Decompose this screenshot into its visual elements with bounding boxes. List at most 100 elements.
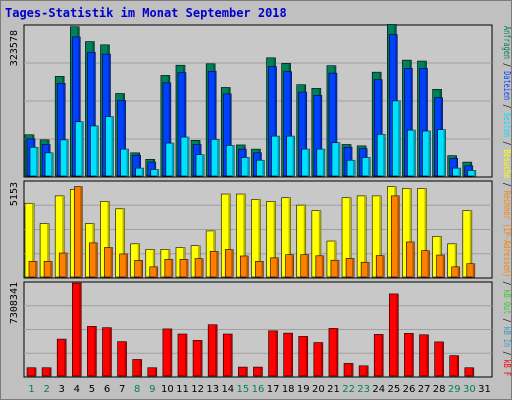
bar-middle-1-day-29	[451, 266, 461, 278]
side-legend-part: Besuche	[501, 150, 512, 179]
bar-top-2-day-4	[74, 121, 84, 177]
bar-top-2-day-5	[90, 125, 99, 177]
side-legend-part: /	[501, 277, 512, 289]
day-label-2: 2	[43, 384, 49, 395]
day-label-4: 4	[74, 384, 80, 395]
day-label-7: 7	[119, 384, 125, 395]
bar-top-2-day-23	[361, 157, 371, 177]
bar-top-2-day-6	[105, 116, 114, 177]
bar-bottom-0-day-18	[283, 332, 293, 377]
bar-middle-1-day-10	[164, 259, 174, 278]
bar-top-2-day-27	[422, 130, 431, 177]
bar-top-2-day-19	[301, 148, 311, 177]
day-label-10: 10	[161, 384, 174, 395]
bar-top-2-day-29	[452, 167, 462, 177]
bar-middle-1-day-12	[194, 258, 204, 278]
bar-middle-1-day-2	[43, 261, 53, 278]
bar-bottom-0-day-24	[373, 334, 384, 377]
side-legend-part: Dateien	[501, 71, 512, 100]
day-label-3: 3	[59, 384, 65, 395]
bar-bottom-0-day-25	[389, 293, 399, 377]
bar-middle-1-day-17	[270, 257, 279, 278]
bar-top-2-day-9	[150, 169, 160, 177]
bar-middle-1-day-27	[421, 250, 430, 278]
bar-middle-1-day-30	[466, 263, 476, 278]
bar-bottom-0-day-29	[449, 355, 460, 377]
day-label-25: 25	[388, 384, 401, 395]
bar-middle-1-day-14	[224, 249, 234, 278]
day-label-13: 13	[206, 384, 219, 395]
side-legend-part: Anfragen	[501, 26, 512, 59]
day-label-18: 18	[282, 384, 295, 395]
chart-title: Tages-Statistik im Monat September 2018	[5, 6, 287, 20]
ymax-label-bottom: 7308341	[9, 282, 20, 324]
bar-top-2-day-1	[29, 146, 39, 177]
day-label-23: 23	[357, 384, 370, 395]
side-legend-part: kB In	[501, 327, 512, 348]
bar-bottom-0-day-11	[177, 333, 188, 377]
side-legend-part: Rechner (IP-Adressen)	[501, 191, 512, 277]
bar-bottom-0-day-2	[41, 367, 52, 377]
day-label-21: 21	[327, 384, 340, 395]
bar-top-2-day-21	[331, 142, 341, 177]
bar-bottom-0-day-7	[117, 341, 127, 377]
bar-top-2-day-14	[225, 145, 235, 177]
bar-bottom-0-day-16	[253, 366, 263, 377]
side-legend-part: /	[501, 347, 512, 359]
bar-middle-1-day-23	[360, 261, 370, 278]
bar-middle-1-day-18	[285, 254, 294, 278]
bar-bottom-0-day-23	[358, 365, 369, 377]
bar-middle-1-day-19	[300, 254, 310, 278]
bar-middle-1-day-28	[436, 254, 445, 278]
bar-middle-1-day-11	[179, 259, 189, 278]
bar-top-2-day-22	[346, 159, 356, 177]
day-label-27: 27	[418, 384, 431, 395]
day-label-12: 12	[191, 384, 204, 395]
bar-top-2-day-30	[467, 170, 477, 177]
side-legend: Anfragen / Dateien / Seiten / Besuche / …	[501, 26, 512, 376]
bar-top-2-day-10	[165, 142, 175, 177]
bar-bottom-0-day-27	[419, 334, 429, 377]
day-label-6: 6	[104, 384, 110, 395]
bar-bottom-0-day-28	[434, 341, 444, 377]
bar-top-2-day-13	[210, 139, 220, 177]
day-label-22: 22	[342, 384, 355, 395]
day-label-24: 24	[372, 384, 385, 395]
bar-bottom-0-day-17	[268, 330, 278, 377]
bar-bottom-0-day-19	[298, 336, 309, 377]
bar-middle-1-day-26	[406, 241, 415, 278]
side-legend-part: /	[501, 178, 512, 190]
day-label-8: 8	[134, 384, 140, 395]
bar-top-2-day-16	[256, 159, 265, 177]
bar-bottom-0-day-15	[238, 366, 248, 377]
bar-bottom-0-day-14	[222, 333, 233, 377]
ymax-label-top: 323578	[9, 30, 20, 66]
bar-middle-1-day-4	[73, 186, 83, 278]
day-label-26: 26	[403, 384, 416, 395]
day-label-1: 1	[28, 384, 34, 395]
bar-bottom-0-day-8	[132, 359, 142, 377]
bar-middle-1-day-21	[330, 259, 340, 278]
bar-top-2-day-28	[437, 129, 446, 177]
day-label-29: 29	[448, 384, 461, 395]
day-label-16: 16	[252, 384, 265, 395]
side-legend-part: /	[501, 137, 512, 149]
day-label-20: 20	[312, 384, 325, 395]
bar-top-2-day-24	[376, 133, 386, 177]
day-label-9: 9	[149, 384, 155, 395]
bar-middle-1-day-5	[89, 242, 98, 278]
bar-top-2-day-2	[44, 152, 54, 177]
bar-middle-1-day-15	[240, 255, 249, 278]
bar-bottom-0-day-22	[343, 363, 354, 377]
bar-top-2-day-17	[271, 135, 280, 177]
day-label-14: 14	[221, 384, 234, 395]
bar-top-2-day-3	[59, 139, 69, 177]
bar-top-2-day-25	[392, 100, 401, 177]
bar-middle-1-day-6	[104, 247, 113, 278]
bar-bottom-0-day-26	[404, 333, 414, 377]
day-label-11: 11	[176, 384, 189, 395]
day-label-5: 5	[89, 384, 95, 395]
bar-bottom-0-day-12	[192, 340, 203, 377]
bar-middle-1-day-22	[345, 258, 355, 278]
